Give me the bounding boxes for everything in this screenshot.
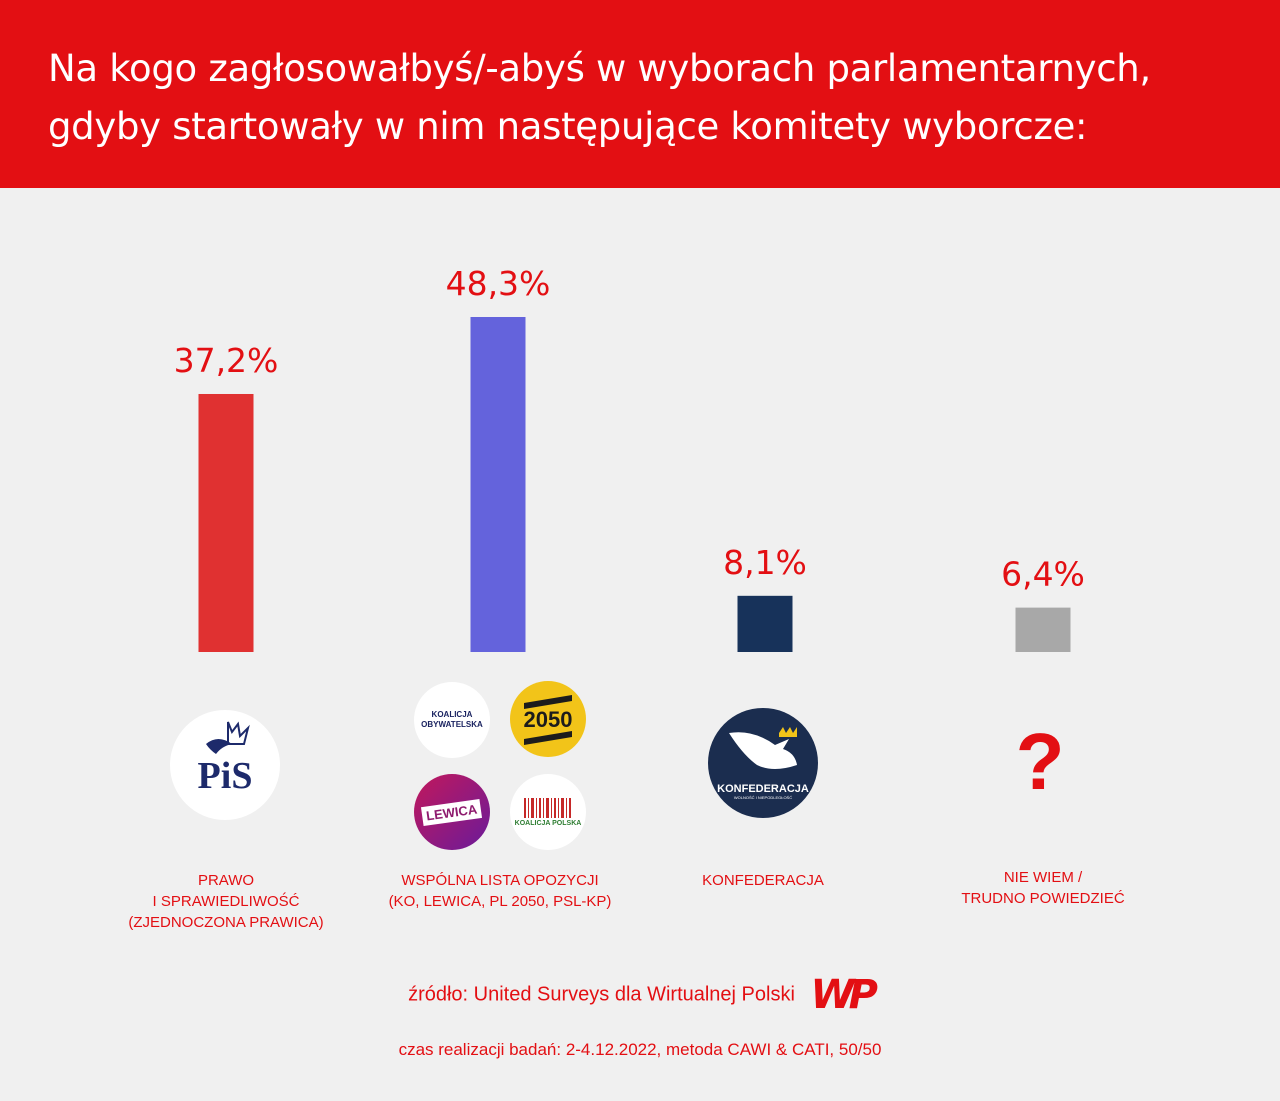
konf-logo-text-2: WOLNOŚĆ I NIEPODLEGŁOŚĆ [733,795,793,800]
pis-logo-text: PiS [197,755,253,797]
ko-logo-text-1: KOALICJA [431,710,473,719]
pis-logo: PiS [170,710,280,820]
koalicja-polska-logo: KOALICJA POLSKA [510,774,586,850]
bar-2 [737,595,793,652]
source-line: źródło: United Surveys dla Wirtualnej Po… [0,972,1280,1018]
ko-logo-text-2: OBYWATELSKA [421,720,483,729]
bar-value-label-2: 8,1% [723,543,807,582]
source-text: źródło: United Surveys dla Wirtualnej Po… [408,983,795,1006]
bar-value-label-0: 37,2% [174,341,279,380]
bar-1 [470,317,526,652]
pl2050-logo-text: 2050 [523,707,573,732]
category-label-line: PRAWO [197,872,255,889]
title-line-1: Na kogo zagłosowałbyś/-abyś w wyborach p… [48,47,1151,90]
category-label-nie-wiem: NIE WIEM / TRUDNO POWIEDZIEĆ [903,867,1183,909]
category-label-line: TRUDNO POWIEDZIEĆ [961,890,1125,907]
category-label-line: (ZJEDNOCZONA PRAWICA) [128,914,324,931]
category-label-line: NIE WIEM / [1003,869,1083,886]
koalicja-obywatelska-logo: KOALICJA OBYWATELSKA [414,682,490,758]
category-label-pis: PRAWO I SPRAWIEDLIWOŚĆ (ZJEDNOCZONA PRAW… [86,870,366,933]
lewica-logo: LEWICA [414,774,490,850]
konfederacja-logo: KONFEDERACJA WOLNOŚĆ I NIEPODLEGŁOŚĆ [708,708,818,818]
category-label-line: (KO, LEWICA, PL 2050, PSL-KP) [388,893,612,910]
header-banner: Na kogo zagłosowałbyś/-abyś w wyborach p… [0,0,1280,188]
eagle-crown-icon [206,721,250,754]
eagle-icon [729,727,797,769]
category-label-line: KONFEDERACJA [702,872,824,889]
bar-chart: 37,2% 48,3% 8,1% 6,4% [174,264,1085,652]
category-label-opozycja: WSPÓLNA LISTA OPOZYCJI (KO, LEWICA, PL 2… [360,870,640,912]
bar-value-label-1: 48,3% [446,264,551,303]
barcode-icon [524,797,571,818]
psl-logo-text: KOALICJA POLSKA [514,819,582,827]
method-text: czas realizacji badań: 2-4.12.2022, meto… [398,1040,882,1059]
wp-logo: WP [810,972,877,1018]
bar-value-label-3: 6,4% [1001,555,1085,594]
category-label-line: WSPÓLNA LISTA OPOZYCJI [401,872,599,889]
2050-bar-icon [524,695,572,745]
lewica-logo-text: LEWICA [421,798,483,826]
title-line-2: gdyby startowały w nim następujące komit… [48,105,1088,148]
polska-2050-logo: 2050 [510,681,586,757]
bar-3 [1015,607,1071,652]
bar-0 [198,393,254,652]
question-mark-icon: ? [1015,717,1065,806]
konf-logo-text-1: KONFEDERACJA [717,783,809,795]
chart-title: Na kogo zagłosowałbyś/-abyś w wyborach p… [48,40,1268,156]
category-label-konfederacja: KONFEDERACJA [623,870,903,891]
category-label-line: I SPRAWIEDLIWOŚĆ [152,893,300,910]
